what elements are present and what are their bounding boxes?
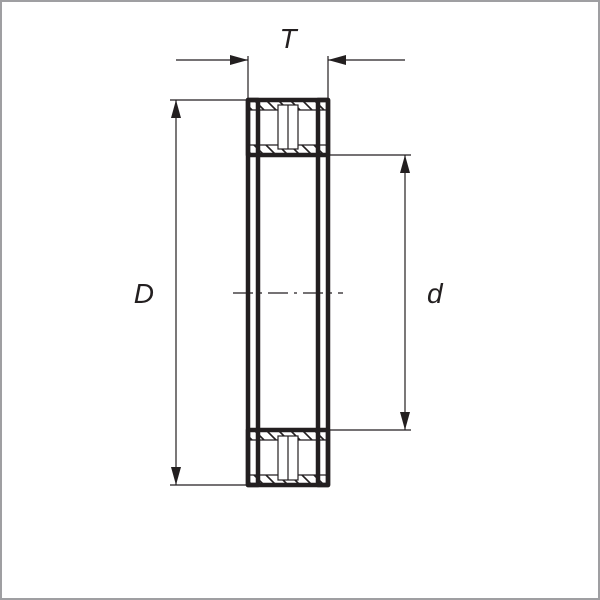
D-label: D xyxy=(134,278,154,309)
d-label: d xyxy=(427,278,444,309)
T-label: T xyxy=(279,23,298,54)
bearing-cross-section: T Dd xyxy=(0,0,600,600)
